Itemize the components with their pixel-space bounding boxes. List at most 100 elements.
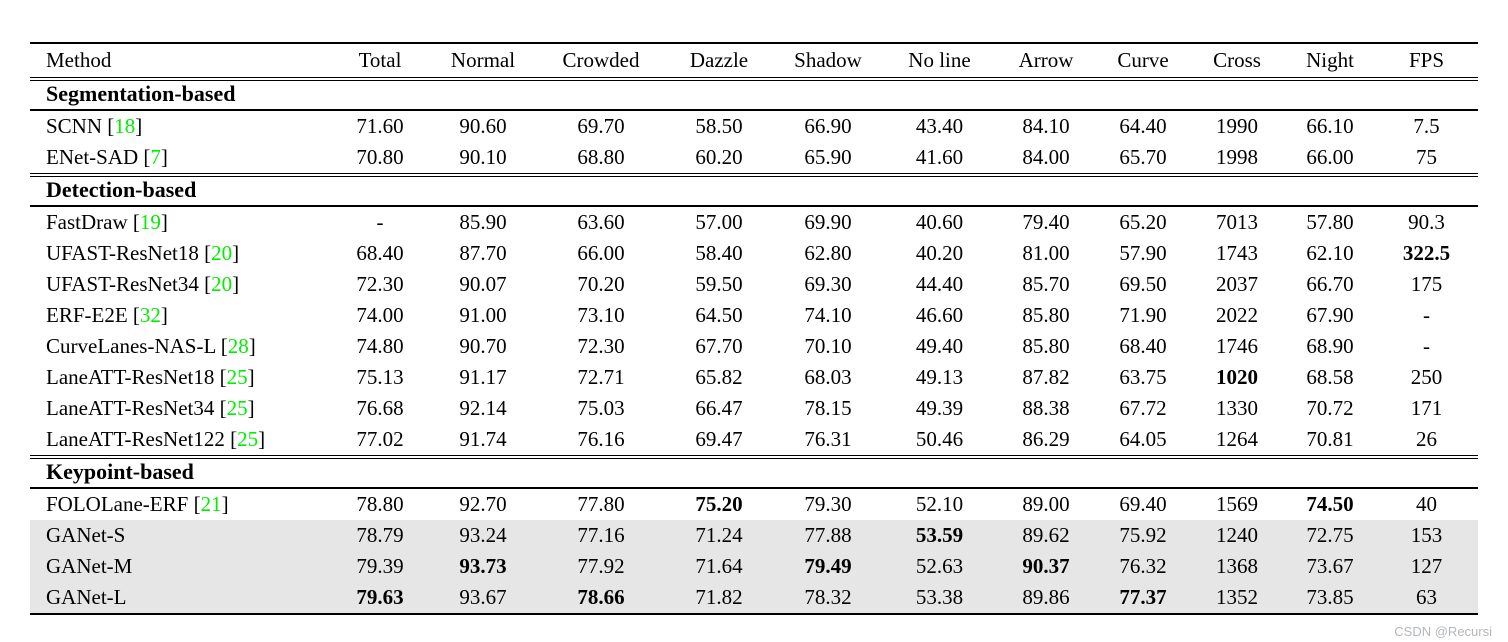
method-cell: FastDraw [19] — [46, 210, 168, 234]
value-cell-crowded: 75.03 — [577, 396, 625, 420]
citation-link[interactable]: 20 — [211, 241, 233, 265]
value-cell-no-line: 40.20 — [915, 241, 964, 265]
value-cell-arrow: 88.38 — [1022, 396, 1070, 420]
value-cell-shadow: 69.30 — [804, 272, 852, 296]
value-cell-normal: 87.70 — [459, 241, 507, 265]
value-cell-night: 74.50 — [1306, 492, 1354, 516]
value-cell-fps: 153 — [1410, 523, 1443, 547]
value-cell-total: - — [376, 210, 384, 234]
citation-link[interactable]: 28 — [227, 334, 249, 358]
value-cell-normal: 90.10 — [459, 145, 507, 169]
value-cell-night: 72.75 — [1306, 523, 1354, 547]
value-cell-fps: 90.3 — [1408, 210, 1445, 234]
table-row-ganet-m: GANet-M 79.39 93.73 77.92 71.64 79.49 52.63 90.… — [30, 551, 1478, 582]
value-cell-no-line: 41.60 — [915, 145, 964, 169]
table-row-fastdraw: FastDraw [19] - 85.90 63.60 57.00 69.90 40.60 7… — [30, 206, 1478, 238]
citation-link[interactable]: 7 — [150, 145, 161, 169]
table-row-scnn: SCNN [18] 71.60 90.60 69.70 58.50 66.90 43.40 8… — [30, 110, 1478, 142]
col-header-method: Method — [46, 48, 112, 72]
col-header-shadow: Shadow — [794, 48, 862, 72]
value-cell-normal: 91.00 — [459, 303, 507, 327]
col-header-crowded: Crowded — [562, 48, 640, 72]
value-cell-fps: 63 — [1416, 585, 1437, 609]
value-cell-cross: 7013 — [1216, 210, 1258, 234]
value-cell-curve: 68.40 — [1119, 334, 1167, 358]
value-cell-arrow: 85.80 — [1022, 334, 1070, 358]
value-cell-normal: 93.24 — [459, 523, 507, 547]
value-cell-cross: 1240 — [1216, 523, 1258, 547]
value-cell-normal: 90.70 — [459, 334, 507, 358]
value-cell-total: 74.00 — [356, 303, 404, 327]
table-row-enet-sad: ENet-SAD [7] 70.80 90.10 68.80 60.20 65.90 41.… — [30, 142, 1478, 175]
value-cell-no-line: 52.63 — [915, 554, 964, 578]
method-cell: LaneATT-ResNet18 [25] — [46, 365, 255, 389]
value-cell-dazzle: 75.20 — [695, 492, 743, 516]
col-header-night: Night — [1306, 48, 1354, 72]
table-row-erf-e2e: ERF-E2E [32] 74.00 91.00 73.10 64.50 74.10 46.… — [30, 300, 1478, 331]
citation-link[interactable]: 25 — [226, 396, 248, 420]
value-cell-normal: 90.60 — [459, 114, 507, 138]
method-cell: GANet-L — [46, 585, 127, 609]
value-cell-arrow: 89.86 — [1022, 585, 1070, 609]
value-cell-night: 66.10 — [1306, 114, 1354, 138]
value-cell-night: 73.67 — [1306, 554, 1354, 578]
value-cell-night: 62.10 — [1306, 241, 1354, 265]
citation-link[interactable]: 25 — [237, 427, 259, 451]
value-cell-dazzle: 71.24 — [695, 523, 743, 547]
table-row-curvelanes-nas-l: CurveLanes-NAS-L [28] 74.80 90.70 72.30 67.7… — [30, 331, 1478, 362]
value-cell-curve: 77.37 — [1119, 585, 1167, 609]
value-cell-shadow: 79.30 — [804, 492, 852, 516]
value-cell-fps: 322.5 — [1402, 241, 1451, 265]
citation-link[interactable]: 20 — [211, 272, 233, 296]
value-cell-night: 73.85 — [1306, 585, 1354, 609]
section-label: Keypoint-based — [46, 459, 194, 484]
value-cell-dazzle: 71.64 — [695, 554, 743, 578]
value-cell-normal: 93.67 — [459, 585, 507, 609]
col-header-dazzle: Dazzle — [689, 48, 749, 72]
value-cell-no-line: 49.39 — [915, 396, 964, 420]
value-cell-normal: 92.70 — [459, 492, 507, 516]
value-cell-shadow: 65.90 — [804, 145, 852, 169]
section-row-segmentation-based: Segmentation-based — [30, 79, 1478, 110]
value-cell-crowded: 72.30 — [577, 334, 625, 358]
value-cell-no-line: 43.40 — [915, 114, 964, 138]
value-cell-curve: 69.50 — [1119, 272, 1167, 296]
citation-link[interactable]: 18 — [114, 114, 136, 138]
value-cell-shadow: 69.90 — [804, 210, 852, 234]
value-cell-shadow: 78.32 — [804, 585, 852, 609]
value-cell-cross: 1264 — [1216, 427, 1258, 451]
value-cell-no-line: 49.13 — [915, 365, 964, 389]
value-cell-dazzle: 67.70 — [695, 334, 743, 358]
method-cell: FOLOLane-ERF [21] — [46, 492, 229, 516]
method-cell: SCNN [18] — [46, 114, 143, 138]
citation-link[interactable]: 32 — [139, 303, 161, 327]
value-cell-cross: 1368 — [1216, 554, 1258, 578]
value-cell-arrow: 89.00 — [1022, 492, 1070, 516]
value-cell-curve: 71.90 — [1119, 303, 1167, 327]
value-cell-total: 76.68 — [356, 396, 404, 420]
value-cell-total: 71.60 — [356, 114, 404, 138]
value-cell-curve: 75.92 — [1119, 523, 1167, 547]
value-cell-cross: 1743 — [1216, 241, 1258, 265]
value-cell-night: 66.00 — [1306, 145, 1354, 169]
value-cell-arrow: 89.62 — [1022, 523, 1070, 547]
value-cell-night: 66.70 — [1306, 272, 1354, 296]
citation-link[interactable]: 19 — [139, 210, 161, 234]
citation-link[interactable]: 21 — [200, 492, 222, 516]
value-cell-shadow: 77.88 — [804, 523, 852, 547]
col-header-normal: Normal — [450, 48, 516, 72]
value-cell-curve: 57.90 — [1119, 241, 1167, 265]
value-cell-fps: 250 — [1410, 365, 1443, 389]
table-row-ganet-l: GANet-L 79.63 93.67 78.66 71.82 78.32 53.38 89.… — [30, 582, 1478, 614]
citation-link[interactable]: 25 — [226, 365, 248, 389]
table-row-fololane-erf: FOLOLane-ERF [21] 78.80 92.70 77.80 75.20 79.… — [30, 488, 1478, 520]
col-header-curve: Curve — [1117, 48, 1169, 72]
method-cell: LaneATT-ResNet122 [25] — [46, 427, 266, 451]
value-cell-crowded: 76.16 — [577, 427, 625, 451]
col-header-total: Total — [358, 48, 402, 72]
value-cell-cross: 1020 — [1216, 365, 1258, 389]
value-cell-shadow: 62.80 — [804, 241, 852, 265]
section-row-detection-based: Detection-based — [30, 175, 1478, 206]
value-cell-dazzle: 58.50 — [695, 114, 743, 138]
value-cell-no-line: 49.40 — [915, 334, 964, 358]
